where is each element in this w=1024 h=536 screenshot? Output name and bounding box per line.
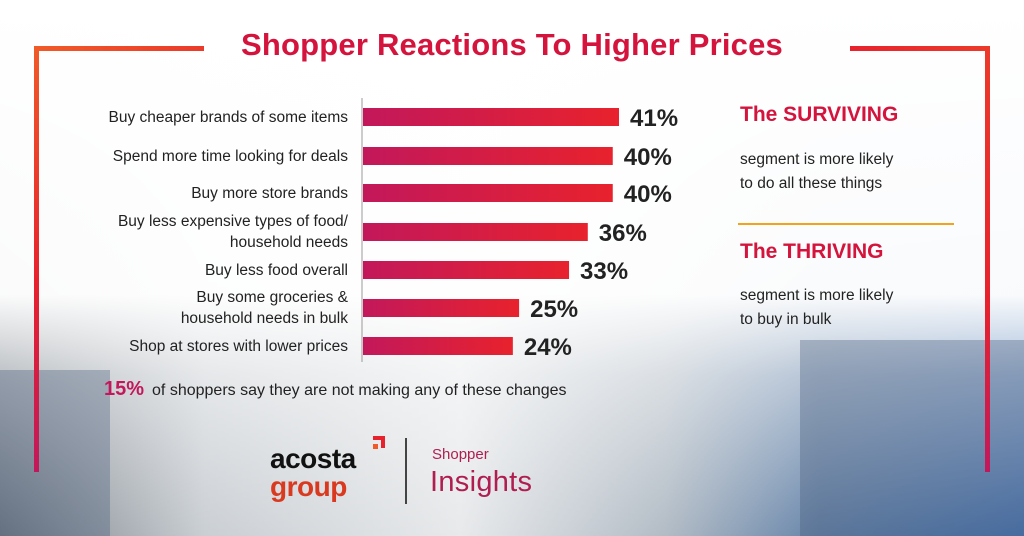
footnote-text: of shoppers say they are not making any … — [152, 382, 567, 399]
bar-value-label: 40% — [624, 181, 672, 208]
category-label: Buy less food overall — [205, 260, 348, 281]
bar — [363, 223, 588, 241]
thriving-text-line: to buy in bulk — [740, 311, 832, 328]
category-label-line: Buy less expensive types of food/ — [117, 213, 348, 230]
category-label: Buy cheaper brands of some items — [108, 107, 348, 128]
footnote: 15% of shoppers say they are not making a… — [104, 378, 567, 401]
bar-value-label: 40% — [624, 144, 672, 171]
surviving-title: The SURVIVING — [740, 103, 899, 126]
bar-value-label: 24% — [524, 334, 572, 361]
category-label: Buy less expensive types of food/househo… — [118, 211, 348, 253]
acosta-logo-icon — [373, 436, 385, 449]
bar-value-label: 41% — [630, 105, 678, 132]
bar — [363, 108, 619, 126]
thriving-title: The THRIVING — [740, 240, 884, 263]
bar-value-label: 25% — [530, 296, 578, 323]
bar — [363, 337, 513, 355]
logo-acosta: acosta — [270, 443, 356, 474]
logo-divider — [405, 438, 407, 504]
category-label: Spend more time looking for deals — [113, 146, 348, 167]
category-label-line: Buy some groceries & — [196, 289, 348, 306]
category-label-line: Buy less food overall — [204, 261, 348, 279]
logo-group: group — [270, 471, 347, 502]
frame-right — [985, 46, 990, 472]
frame-left-top — [34, 46, 204, 51]
category-label-line: household needs — [229, 234, 348, 251]
footnote-percent: 15% — [104, 378, 145, 400]
category-label-line: Spend more time looking for deals — [112, 147, 348, 165]
frame-left — [34, 46, 39, 472]
bar — [363, 261, 570, 279]
sidebar-divider — [738, 223, 954, 225]
thriving-text: segment is more likely to buy in bulk — [740, 284, 960, 332]
bar — [363, 184, 613, 202]
logo-shopper: Shopper — [432, 446, 489, 463]
surviving-text: segment is more likely to do all these t… — [740, 148, 960, 196]
category-label: Buy more store brands — [191, 183, 348, 204]
category-label-line: Buy cheaper brands of some items — [108, 108, 348, 126]
category-label: Shop at stores with lower prices — [129, 336, 348, 357]
store-shelf — [0, 370, 110, 536]
bar-value-label: 33% — [580, 258, 628, 285]
category-label-line: Buy more store brands — [191, 184, 348, 202]
surviving-text-line: to do all these things — [740, 175, 883, 192]
category-label-line: Shop at stores with lower prices — [129, 337, 348, 355]
category-label-line: household needs in bulk — [180, 310, 348, 327]
chart-title: Shopper Reactions To Higher Prices — [241, 27, 783, 62]
surviving-text-line: segment is more likely — [740, 151, 894, 168]
bar-value-label: 36% — [599, 220, 647, 247]
logo-insights: Insights — [430, 466, 533, 498]
category-label: Buy some groceries & household needs in b… — [181, 287, 348, 329]
bar — [363, 299, 520, 317]
bar — [363, 147, 613, 165]
frame-right-top — [850, 46, 990, 51]
thriving-text-line: segment is more likely — [740, 287, 894, 304]
